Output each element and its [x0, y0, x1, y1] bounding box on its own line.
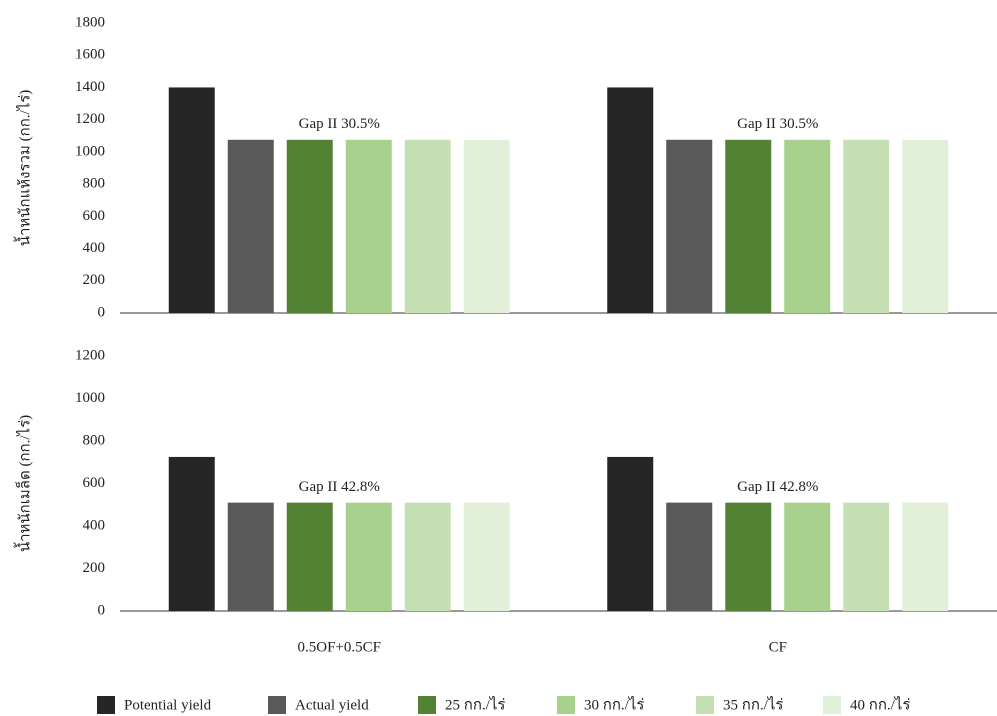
y-tick-label: 1800: [75, 14, 105, 30]
annotation: Gap II 42.8%: [299, 479, 380, 495]
bar: [404, 139, 451, 313]
legend-label: 40 กก./ไร่: [850, 695, 910, 713]
legend-label: 30 กก./ไร่: [584, 695, 644, 713]
bar: [902, 502, 949, 611]
y-tick-label: 1200: [75, 347, 105, 363]
bar: [168, 87, 215, 313]
bar: [463, 139, 510, 313]
bar: [666, 139, 713, 313]
y-tick-label: 1000: [75, 390, 105, 406]
bar: [725, 502, 772, 611]
legend-swatch: [97, 696, 115, 714]
y-tick-label: 0: [98, 304, 106, 320]
legend-swatch: [557, 696, 575, 714]
bar: [168, 456, 215, 611]
y-axis-label: น้ำหนักเมล็ด (กก./ไร่): [13, 415, 33, 552]
bar: [227, 139, 274, 313]
y-tick-label: 1200: [75, 111, 105, 127]
y-tick-label: 200: [83, 272, 106, 288]
bar: [286, 502, 333, 611]
y-tick-label: 400: [83, 240, 106, 256]
bar: [607, 87, 654, 313]
bar: [227, 502, 274, 611]
bar: [666, 502, 713, 611]
bar: [843, 502, 890, 611]
bar: [725, 139, 772, 313]
bar: [784, 502, 831, 611]
bar: [843, 139, 890, 313]
legend-label: Actual yield: [295, 697, 369, 713]
legend-swatch: [823, 696, 841, 714]
y-tick-label: 200: [83, 560, 106, 576]
y-tick-label: 0: [98, 602, 106, 618]
y-tick-label: 600: [83, 475, 106, 491]
bar: [463, 502, 510, 611]
legend-swatch: [268, 696, 286, 714]
y-tick-label: 1400: [75, 79, 105, 95]
bar: [404, 502, 451, 611]
y-tick-label: 1600: [75, 47, 105, 63]
bar: [902, 139, 949, 313]
y-tick-label: 1000: [75, 143, 105, 159]
y-tick-label: 600: [83, 208, 106, 224]
legend-swatch: [696, 696, 714, 714]
annotation: Gap II 42.8%: [737, 479, 818, 495]
legend-label: Potential yield: [124, 697, 212, 713]
x-tick-label: CF: [769, 639, 787, 655]
y-tick-label: 800: [83, 432, 106, 448]
bar: [345, 502, 392, 611]
legend-label: 35 กก./ไร่: [723, 695, 783, 713]
bar: [784, 139, 831, 313]
bar: [286, 139, 333, 313]
annotation: Gap II 30.5%: [737, 116, 818, 132]
bar: [607, 456, 654, 611]
x-tick-label: 0.5OF+0.5CF: [298, 639, 381, 655]
y-axis-label: น้ำหนักแห้งรวม (กก./ไร่): [13, 90, 33, 247]
legend-label: 25 กก./ไร่: [445, 695, 505, 713]
y-tick-label: 800: [83, 176, 106, 192]
legend-swatch: [418, 696, 436, 714]
annotation: Gap II 30.5%: [299, 116, 380, 132]
y-tick-label: 400: [83, 517, 106, 533]
bar: [345, 139, 392, 313]
